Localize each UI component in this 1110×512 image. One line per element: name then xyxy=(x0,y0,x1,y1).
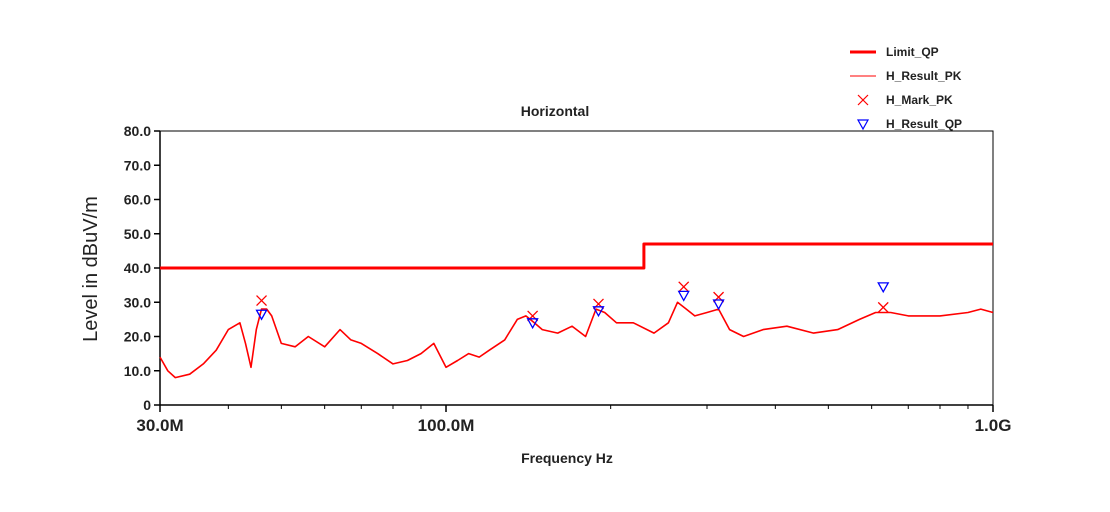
h-result-qp-point xyxy=(877,282,890,294)
y-tick-label: 50.0 xyxy=(124,226,151,242)
h-result-qp-point xyxy=(677,290,690,302)
x-marker-stroke xyxy=(678,281,690,293)
legend-item-h-result-pk: H_Result_PK xyxy=(848,64,1008,88)
legend-swatch-h-result-pk xyxy=(848,69,878,83)
chart-title: Horizontal xyxy=(520,103,590,119)
y-tick-label: 30.0 xyxy=(124,294,151,310)
legend-item-h-mark-pk: H_Mark_PK xyxy=(848,88,1008,112)
x-marker-icon xyxy=(848,93,878,107)
x-tick-label: 30.0M xyxy=(136,416,183,435)
y-tick-label: 0 xyxy=(143,397,151,413)
h-mark-pk-point xyxy=(678,281,690,293)
h-mark-pk-point xyxy=(877,301,889,313)
x-marker-stroke xyxy=(877,301,889,313)
h-result-pk-trace xyxy=(159,301,994,379)
y-tick-label: 80.0 xyxy=(124,123,151,139)
legend-item-h-result-qp: H_Result_QP xyxy=(848,112,1008,136)
legend-label: H_Result_QP xyxy=(886,117,963,131)
legend-swatch-limit-qp xyxy=(848,45,878,59)
legend-label: H_Mark_PK xyxy=(886,93,953,107)
x-axis-label: Frequency Hz xyxy=(521,450,613,466)
h-result-qp-point xyxy=(712,299,725,311)
tick-labels: 0 10.0 20.0 30.0 40.0 50.0 60.0 70.0 80.0 30.0M 10… xyxy=(124,123,1012,435)
legend-item-limit-qp: Limit_QP xyxy=(848,40,1008,64)
series-layer xyxy=(159,242,994,379)
y-axis-label: Level in dBuV/m xyxy=(80,196,102,342)
y-tick-label: 70.0 xyxy=(124,157,151,173)
legend: Limit_QP H_Result_PK H_Mark_PK H_Result_… xyxy=(848,40,1008,136)
y-tick-label: 10.0 xyxy=(124,363,151,379)
y-tick-label: 60.0 xyxy=(124,192,151,208)
triangle-marker-icon xyxy=(848,117,878,131)
h-result-qp-point xyxy=(592,306,605,318)
x-marker-stroke xyxy=(256,295,268,306)
legend-label: H_Result_PK xyxy=(886,69,962,83)
axes xyxy=(154,130,994,412)
y-tick-label: 20.0 xyxy=(124,329,151,345)
x-tick-label: 100.0M xyxy=(418,416,475,435)
h-result-qp-point xyxy=(255,309,268,321)
x-tick-label: 1.0G xyxy=(975,416,1012,435)
h-result-qp-point xyxy=(526,318,539,330)
y-tick-label: 40.0 xyxy=(124,260,151,276)
h-mark-pk-point xyxy=(256,295,268,306)
legend-label: Limit_QP xyxy=(886,45,939,59)
limit-qp-line xyxy=(160,242,993,270)
